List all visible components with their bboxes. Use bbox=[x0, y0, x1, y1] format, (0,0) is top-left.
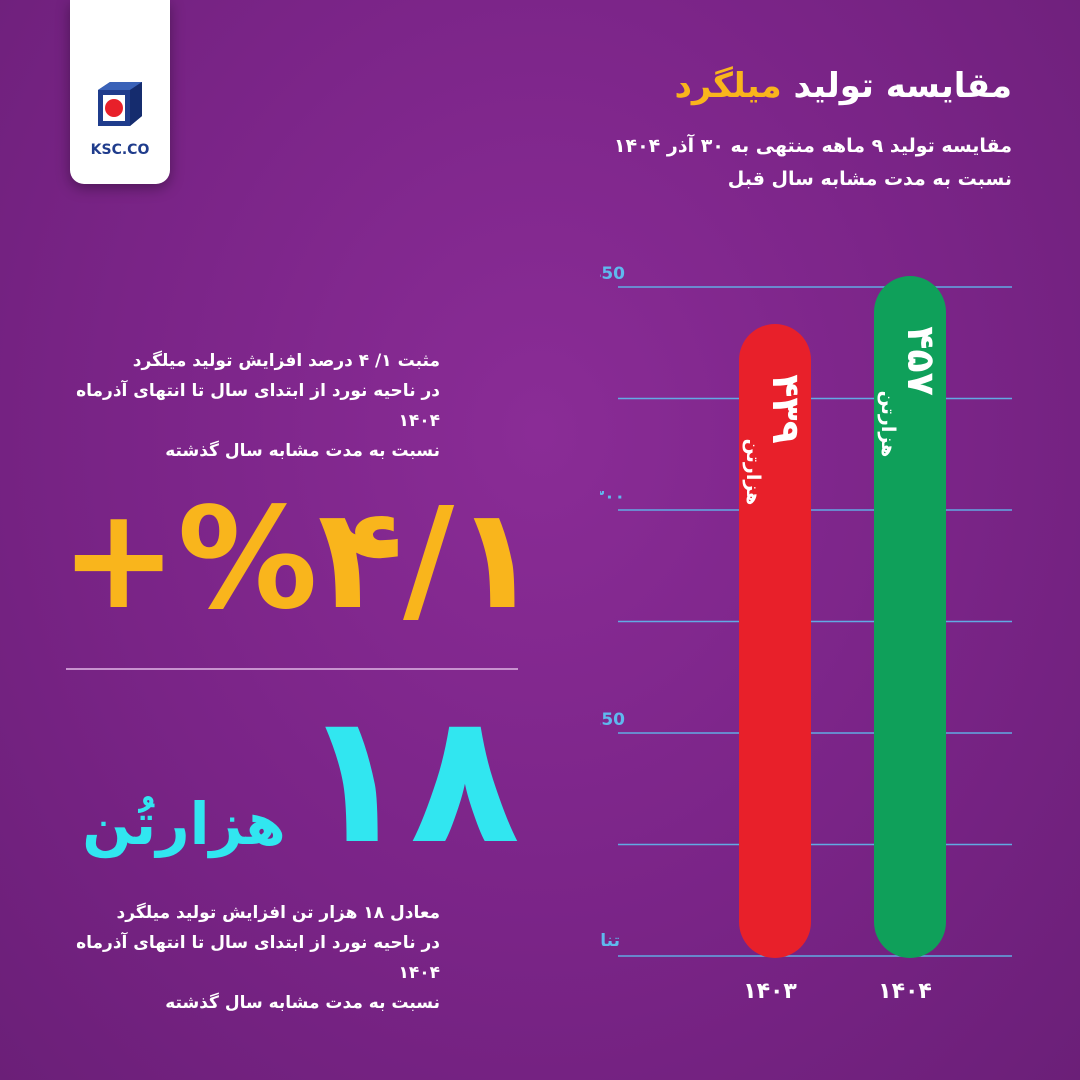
subtitle-line-2: نسبت به مدت مشابه سال قبل bbox=[727, 168, 1012, 190]
bar-value-label: ۴۳۹ bbox=[764, 374, 808, 444]
percent-desc-line-3: نسبت به مدت مشابه سال گذشته bbox=[165, 441, 440, 461]
bar-1403 bbox=[739, 324, 811, 958]
bar-1404 bbox=[874, 276, 946, 958]
x-category-label: ۱۴۰۳ bbox=[743, 979, 797, 1004]
percent-desc-line-2: در ناحیه نورد از ابتدای سال تا انتهای آذ… bbox=[76, 381, 440, 431]
y-tick-label: 150 bbox=[600, 710, 625, 730]
bar-unit-label: هزارتن bbox=[877, 391, 899, 458]
tons-unit: هزارتُن bbox=[82, 790, 286, 858]
bar-unit-label: هزارتن bbox=[742, 439, 764, 506]
percent-description: مثبت ۱/ ۴ درصد افزایش تولید میلگرد در نا… bbox=[40, 346, 440, 466]
x-category-label: ۱۴۰۴ bbox=[878, 979, 932, 1004]
title-main: مقایسه تولید bbox=[793, 66, 1012, 106]
tons-desc-line-3: نسبت به مدت مشابه سال گذشته bbox=[165, 993, 440, 1013]
tons-desc-line-2: در ناحیه نورد از ابتدای سال تا انتهای آذ… bbox=[76, 933, 440, 983]
production-bar-chart: 150۳۰۰450تناژ تولید۴۳۹هزارتن۱۴۰۳۴۵۷هزارت… bbox=[600, 264, 1012, 1004]
title-accent: میلگرد bbox=[674, 66, 782, 106]
percent-desc-line-1: مثبت ۱/ ۴ درصد افزایش تولید میلگرد bbox=[132, 351, 440, 371]
subtitle: مقایسه تولید ۹ ماهه منتهی به ۳۰ آذر ۱۴۰۴… bbox=[492, 130, 1012, 196]
logo-text: KSC.CO bbox=[90, 142, 150, 158]
page-title: مقایسه تولید میلگرد bbox=[674, 66, 1012, 106]
percent-value: +%۴/۱ bbox=[60, 478, 540, 641]
subtitle-line-1: مقایسه تولید ۹ ماهه منتهی به ۳۰ آذر ۱۴۰۴ bbox=[613, 135, 1012, 157]
tons-desc-line-1: معادل ۱۸ هزار تن افزایش تولید میلگرد bbox=[116, 903, 440, 923]
logo: KSC.CO bbox=[70, 0, 170, 184]
y-tick-label: ۳۰۰ bbox=[600, 487, 625, 507]
tons-value: ۱۸ bbox=[300, 675, 520, 884]
y-axis-label: تناژ تولید bbox=[600, 931, 620, 951]
bar-value-label: ۴۵۷ bbox=[899, 326, 943, 396]
ksc-logo-icon bbox=[98, 82, 142, 126]
divider bbox=[66, 668, 518, 670]
y-tick-label: 450 bbox=[600, 264, 625, 284]
tons-description: معادل ۱۸ هزار تن افزایش تولید میلگرد در … bbox=[40, 898, 440, 1018]
